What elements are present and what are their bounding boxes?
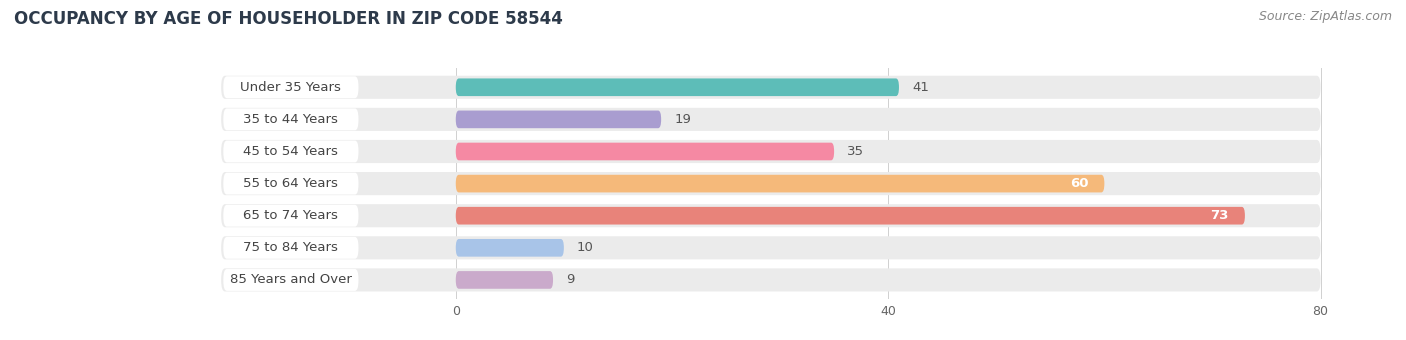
FancyBboxPatch shape xyxy=(224,140,359,163)
FancyBboxPatch shape xyxy=(221,108,1320,131)
Text: Under 35 Years: Under 35 Years xyxy=(240,81,342,94)
FancyBboxPatch shape xyxy=(456,175,1104,192)
Text: 9: 9 xyxy=(567,273,575,286)
Text: 41: 41 xyxy=(912,81,929,94)
FancyBboxPatch shape xyxy=(456,271,553,289)
Text: 35 to 44 Years: 35 to 44 Years xyxy=(243,113,339,126)
FancyBboxPatch shape xyxy=(456,239,564,257)
FancyBboxPatch shape xyxy=(221,236,1320,259)
FancyBboxPatch shape xyxy=(456,207,1244,224)
FancyBboxPatch shape xyxy=(224,173,359,194)
FancyBboxPatch shape xyxy=(224,76,359,98)
FancyBboxPatch shape xyxy=(456,79,898,96)
Text: 55 to 64 Years: 55 to 64 Years xyxy=(243,177,339,190)
FancyBboxPatch shape xyxy=(224,237,359,259)
Text: Source: ZipAtlas.com: Source: ZipAtlas.com xyxy=(1258,10,1392,23)
Text: 65 to 74 Years: 65 to 74 Years xyxy=(243,209,339,222)
Text: 75 to 84 Years: 75 to 84 Years xyxy=(243,241,339,254)
Text: 10: 10 xyxy=(576,241,593,254)
FancyBboxPatch shape xyxy=(224,108,359,130)
Text: OCCUPANCY BY AGE OF HOUSEHOLDER IN ZIP CODE 58544: OCCUPANCY BY AGE OF HOUSEHOLDER IN ZIP C… xyxy=(14,10,562,28)
Text: 73: 73 xyxy=(1211,209,1229,222)
FancyBboxPatch shape xyxy=(224,205,359,227)
FancyBboxPatch shape xyxy=(221,172,1320,195)
FancyBboxPatch shape xyxy=(221,268,1320,291)
Text: 19: 19 xyxy=(673,113,690,126)
FancyBboxPatch shape xyxy=(221,204,1320,227)
Text: 60: 60 xyxy=(1070,177,1088,190)
FancyBboxPatch shape xyxy=(224,269,359,291)
Text: 45 to 54 Years: 45 to 54 Years xyxy=(243,145,339,158)
FancyBboxPatch shape xyxy=(456,143,834,160)
Text: 85 Years and Over: 85 Years and Over xyxy=(231,273,352,286)
FancyBboxPatch shape xyxy=(221,76,1320,99)
FancyBboxPatch shape xyxy=(221,140,1320,163)
FancyBboxPatch shape xyxy=(456,110,661,128)
Text: 35: 35 xyxy=(846,145,865,158)
